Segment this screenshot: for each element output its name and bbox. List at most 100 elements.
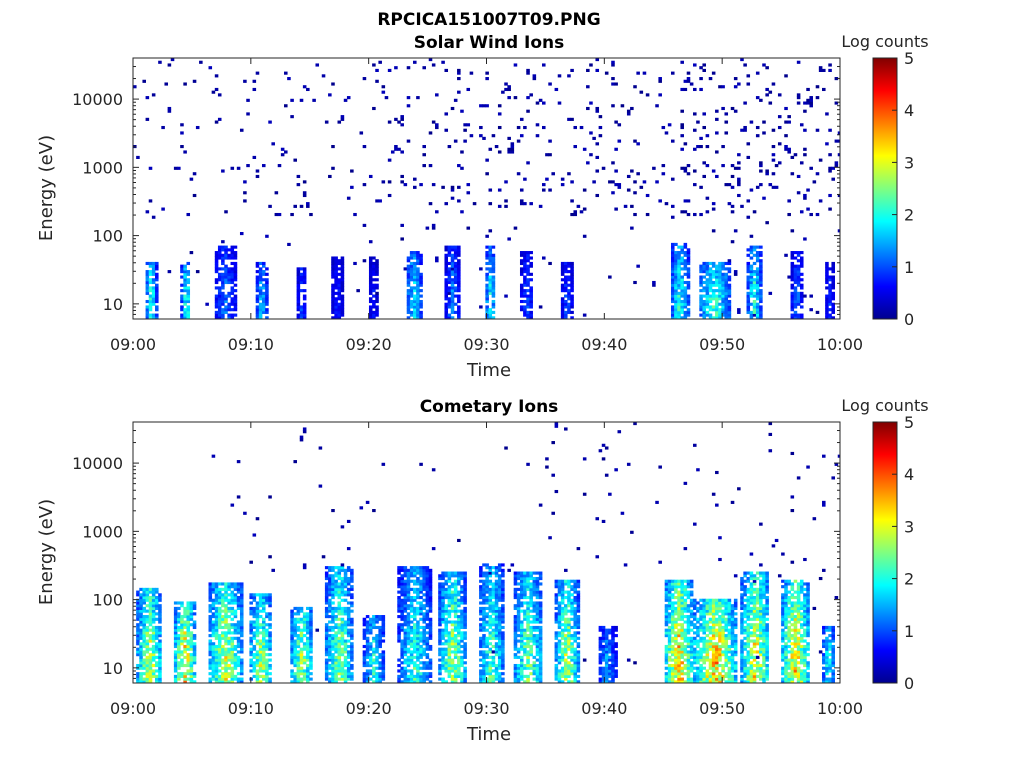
spectrogram-cell — [350, 650, 354, 654]
spectrogram-cell — [702, 174, 706, 179]
spectrogram-cell — [221, 253, 225, 257]
spectrogram-cell — [419, 612, 423, 616]
spectrogram-cell — [457, 294, 461, 298]
spectrogram-cell — [825, 280, 829, 285]
spectrogram-cell — [759, 183, 763, 187]
spectrogram-cell — [497, 112, 502, 116]
spectrogram-cell — [705, 278, 710, 282]
spectrogram-cell — [148, 587, 153, 591]
spectrogram-cell — [221, 587, 225, 591]
spectrogram-cell — [397, 639, 401, 643]
spectrogram-cell — [787, 212, 791, 217]
spectrogram-cell — [488, 579, 493, 583]
spectrogram-cell — [306, 636, 310, 640]
spectrogram-cell — [683, 169, 688, 173]
spectrogram-cell — [793, 275, 798, 279]
spectrogram-cell — [825, 267, 829, 271]
spectrogram-cell — [230, 313, 235, 317]
spectrogram-cell — [261, 636, 266, 640]
spectrogram-cell — [243, 511, 247, 515]
spectrogram-cell — [570, 280, 574, 285]
spectrogram-cell — [494, 644, 499, 649]
spectrogram-cell — [296, 174, 301, 179]
spectrogram-cell — [334, 316, 338, 319]
spectrogram-cell — [334, 256, 338, 260]
spectrogram-cell — [453, 256, 458, 260]
spectrogram-cell — [444, 653, 449, 657]
spectrogram-cell — [255, 297, 260, 301]
spectrogram-cell — [790, 229, 795, 233]
spectrogram-cell — [214, 582, 219, 586]
spectrogram-cell — [425, 226, 430, 230]
spectrogram-cell — [447, 615, 452, 619]
spectrogram-cell — [192, 634, 197, 638]
spectrogram-cell — [365, 672, 370, 676]
spectrogram-cell — [180, 634, 184, 638]
spectrogram-cell — [258, 310, 263, 314]
spectrogram-cell — [686, 272, 691, 276]
spectrogram-cell — [746, 275, 751, 279]
spectrogram-cell — [214, 623, 219, 627]
spectrogram-cell — [230, 631, 235, 635]
spectrogram-cell — [328, 574, 332, 578]
spectrogram-cell — [155, 647, 159, 651]
spectrogram-cell — [416, 647, 420, 651]
spectrogram-cell — [400, 644, 404, 649]
spectrogram-cell — [453, 628, 458, 632]
spectrogram-cell — [362, 674, 367, 678]
spectrogram-cell — [799, 286, 804, 290]
spectrogram-cell — [173, 620, 178, 624]
spectrogram-cell — [825, 302, 829, 306]
spectrogram-cell — [793, 302, 798, 306]
spectrogram-cell — [243, 199, 247, 203]
spectrogram-cell — [523, 615, 527, 619]
spectrogram-cell — [463, 631, 467, 635]
spectrogram-cell — [582, 234, 587, 238]
spectrogram-cell — [463, 593, 467, 597]
spectrogram-cell — [680, 280, 684, 285]
spectrogram-cell — [362, 661, 367, 665]
spectrogram-cell — [501, 655, 505, 659]
spectrogram-cell — [677, 272, 681, 276]
spectrogram-cell — [457, 297, 461, 301]
spectrogram-cell — [180, 623, 184, 627]
spectrogram-cell — [491, 596, 496, 600]
spectrogram-cell — [324, 601, 329, 605]
spectrogram-cell — [362, 623, 367, 627]
spectrogram-cell — [208, 593, 213, 597]
spectrogram-cell — [258, 291, 263, 295]
spectrogram-cell — [230, 253, 235, 257]
spectrogram-cell — [211, 677, 216, 681]
spectrogram-cell — [192, 653, 197, 657]
spectrogram-cell — [416, 623, 420, 627]
spectrogram-cell — [397, 566, 401, 570]
spectrogram-cell — [759, 305, 763, 309]
spectrogram-cell — [183, 267, 187, 271]
spectrogram-cell — [337, 587, 342, 591]
spectrogram-cell — [221, 302, 225, 306]
spectrogram-cell — [261, 286, 266, 290]
spectrogram-cell — [413, 302, 417, 306]
spectrogram-cell — [460, 674, 464, 678]
spectrogram-cell — [582, 147, 587, 151]
spectrogram-cell — [340, 628, 345, 632]
spectrogram-cell — [447, 612, 452, 616]
spectrogram-cell — [721, 305, 725, 309]
spectrogram-cell — [406, 571, 411, 575]
spectrogram-cell — [180, 264, 184, 268]
spectrogram-cell — [151, 590, 156, 594]
spectrogram-cell — [381, 672, 386, 676]
spectrogram-cell — [752, 253, 757, 257]
spectrogram-cell — [519, 593, 524, 597]
spectrogram-cell — [409, 299, 414, 304]
spectrogram-cell — [249, 636, 253, 640]
spectrogram-cell — [532, 606, 537, 610]
spectrogram-cell — [403, 585, 408, 589]
spectrogram-cell — [406, 669, 411, 673]
spectrogram-cell — [214, 593, 219, 597]
spectrogram-cell — [406, 593, 411, 597]
spectrogram-cell — [491, 585, 496, 589]
spectrogram-cell — [491, 261, 496, 266]
spectrogram-cell — [799, 272, 804, 276]
spectrogram-cell — [793, 310, 798, 314]
